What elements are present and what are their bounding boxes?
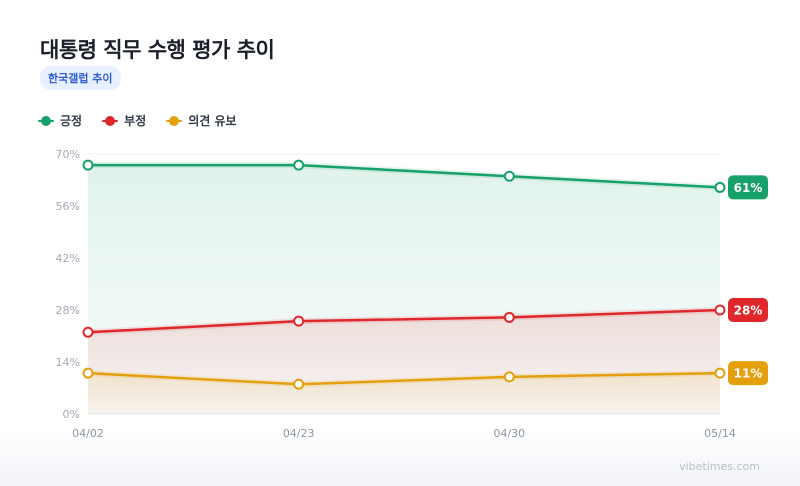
data-point — [82, 326, 94, 338]
end-value-label: 28% — [734, 304, 763, 318]
legend-label: 의견 유보 — [188, 114, 237, 128]
chart-title: 대통령 직무 수행 평가 추이 — [40, 38, 275, 62]
data-point — [503, 311, 515, 323]
legend: 긍정 부정 의견 유보 — [38, 112, 237, 129]
x-tick-label: 05/14 — [704, 427, 736, 440]
legend-label: 긍정 — [60, 114, 83, 128]
data-point — [293, 159, 305, 171]
y-tick-label: 42% — [56, 252, 80, 265]
y-tick-label: 0% — [63, 408, 80, 421]
source-badge: 한국갤럽 추이 — [40, 66, 121, 90]
series-line — [86, 371, 722, 386]
y-tick-label: 28% — [56, 304, 80, 317]
data-point — [714, 304, 726, 316]
end-value-label: 11% — [734, 367, 763, 381]
legend-label: 부정 — [124, 114, 147, 128]
data-point — [293, 315, 305, 327]
legend-item-negative[interactable]: 부정 — [102, 112, 146, 129]
legend-marker-undecided — [166, 115, 183, 126]
area-fill — [88, 373, 720, 414]
x-tick-label: 04/02 — [72, 427, 104, 440]
data-point — [293, 378, 305, 390]
watermark: vibetimes.com — [679, 460, 760, 473]
end-value-badge — [728, 298, 768, 322]
y-tick-label: 56% — [56, 200, 80, 213]
x-tick-label: 04/23 — [283, 427, 315, 440]
legend-item-positive[interactable]: 긍정 — [38, 112, 82, 129]
y-tick-label: 14% — [56, 356, 80, 369]
end-value-badge — [728, 361, 768, 386]
data-point — [714, 181, 726, 193]
x-tick-label: 04/30 — [493, 427, 525, 440]
series-line — [86, 308, 722, 334]
y-tick-label: 70% — [56, 148, 80, 161]
legend-item-undecided[interactable]: 의견 유보 — [166, 112, 237, 129]
bottom-fade — [0, 426, 800, 486]
legend-marker-negative — [102, 115, 119, 126]
data-point — [503, 170, 515, 182]
series-line — [86, 163, 722, 189]
legend-marker-positive — [38, 115, 54, 126]
end-value-label: 61% — [734, 181, 763, 195]
end-value-badge — [728, 175, 768, 200]
data-point — [714, 367, 726, 379]
data-point — [503, 371, 515, 383]
data-point — [82, 159, 94, 171]
data-point — [82, 367, 94, 379]
